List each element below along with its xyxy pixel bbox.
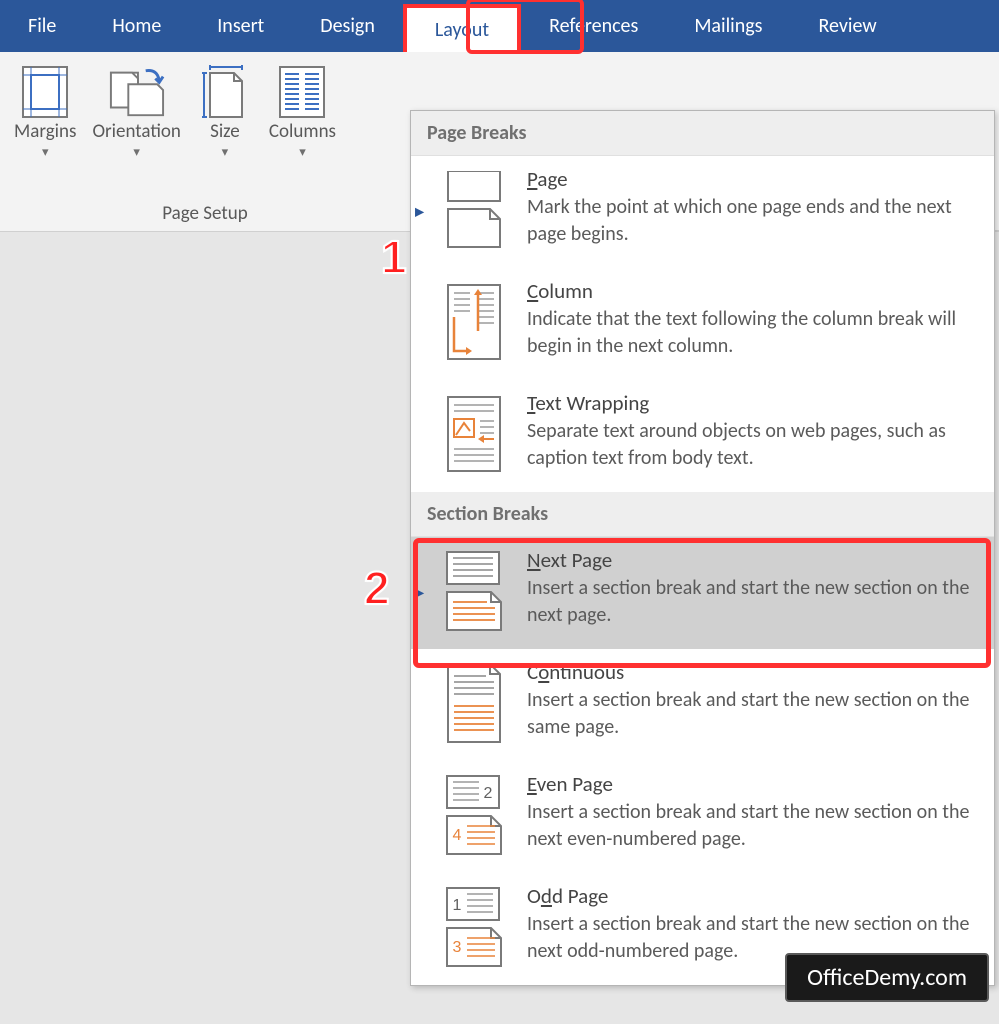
tab-mailings[interactable]: Mailings: [666, 0, 790, 52]
dropdown-caret-icon: ▾: [133, 145, 140, 160]
selection-marker-icon: ▶: [415, 586, 424, 601]
tab-home[interactable]: Home: [84, 0, 189, 52]
item-desc: Mark the point at which one page ends an…: [527, 194, 982, 248]
break-option-next-page[interactable]: ▶ Next Page Insert a section break and s…: [411, 537, 994, 649]
item-title: Column: [527, 278, 982, 306]
svg-text:4: 4: [453, 827, 462, 844]
break-option-continuous[interactable]: Continuous Insert a section break and st…: [411, 649, 994, 761]
next-page-break-icon: [439, 547, 509, 635]
watermark-badge: OfficeDemy.com: [785, 953, 989, 1002]
item-desc: Insert a section break and start the new…: [527, 687, 982, 741]
ribbon-tabs: File Home Insert Design Layout Reference…: [0, 0, 999, 52]
orientation-icon: [109, 64, 165, 120]
svg-text:3: 3: [453, 939, 462, 956]
callout-number-2: 2: [364, 561, 390, 615]
selection-marker-icon: ▶: [415, 205, 424, 220]
dropdown-caret-icon: ▾: [42, 145, 49, 160]
break-option-text-wrapping[interactable]: Text Wrapping Separate text around objec…: [411, 380, 994, 492]
columns-icon: [274, 64, 330, 120]
tab-design[interactable]: Design: [292, 0, 403, 52]
size-label: Size: [210, 120, 240, 143]
page-break-icon: [439, 166, 509, 254]
margins-button[interactable]: Margins ▾: [6, 60, 84, 164]
continuous-break-icon: [439, 659, 509, 747]
tab-layout[interactable]: Layout: [403, 4, 521, 52]
tab-insert[interactable]: Insert: [189, 0, 292, 52]
dropdown-caret-icon: ▾: [299, 145, 306, 160]
dropdown-caret-icon: ▾: [222, 145, 229, 160]
tab-review[interactable]: Review: [791, 0, 905, 52]
item-desc: Separate text around objects on web page…: [527, 418, 982, 472]
svg-text:2: 2: [484, 785, 493, 802]
item-title: Page: [527, 166, 982, 194]
item-title: Even Page: [527, 771, 982, 799]
column-break-icon: [439, 278, 509, 366]
page-breaks-section-header: Page Breaks: [411, 111, 994, 156]
tab-references[interactable]: References: [521, 0, 666, 52]
section-breaks-section-header: Section Breaks: [411, 492, 994, 537]
item-desc: Insert a section break and start the new…: [527, 799, 982, 853]
page-setup-group-label: Page Setup: [0, 196, 410, 231]
item-title: Continuous: [527, 659, 982, 687]
columns-button[interactable]: Columns ▾: [261, 60, 344, 164]
page-setup-buttons: Margins ▾ Orientation ▾: [0, 52, 410, 164]
margins-label: Margins: [14, 120, 76, 143]
break-option-even-page[interactable]: 2 4 Even Page Insert a section break and…: [411, 761, 994, 873]
item-desc: Insert a section break and start the new…: [527, 575, 982, 629]
orientation-button[interactable]: Orientation ▾: [84, 60, 188, 164]
callout-number-1: 1: [381, 230, 407, 284]
columns-label: Columns: [269, 120, 336, 143]
item-title: Text Wrapping: [527, 390, 982, 418]
item-desc: Indicate that the text following the col…: [527, 306, 982, 360]
breaks-dropdown-panel: Page Breaks ▶ Page Mark the point at whi…: [410, 110, 995, 986]
tab-file[interactable]: File: [0, 0, 84, 52]
even-page-break-icon: 2 4: [439, 771, 509, 859]
svg-text:1: 1: [453, 897, 462, 914]
break-option-page[interactable]: ▶ Page Mark the point at which one page …: [411, 156, 994, 268]
item-title: Next Page: [527, 547, 982, 575]
odd-page-break-icon: 1 3: [439, 883, 509, 971]
item-title: Odd Page: [527, 883, 982, 911]
page-setup-group: Margins ▾ Orientation ▾: [0, 52, 410, 231]
orientation-label: Orientation: [92, 120, 180, 143]
size-icon: [197, 64, 253, 120]
break-option-column[interactable]: Column Indicate that the text following …: [411, 268, 994, 380]
margins-icon: [17, 64, 73, 120]
size-button[interactable]: Size ▾: [189, 60, 261, 164]
text-wrapping-break-icon: [439, 390, 509, 478]
